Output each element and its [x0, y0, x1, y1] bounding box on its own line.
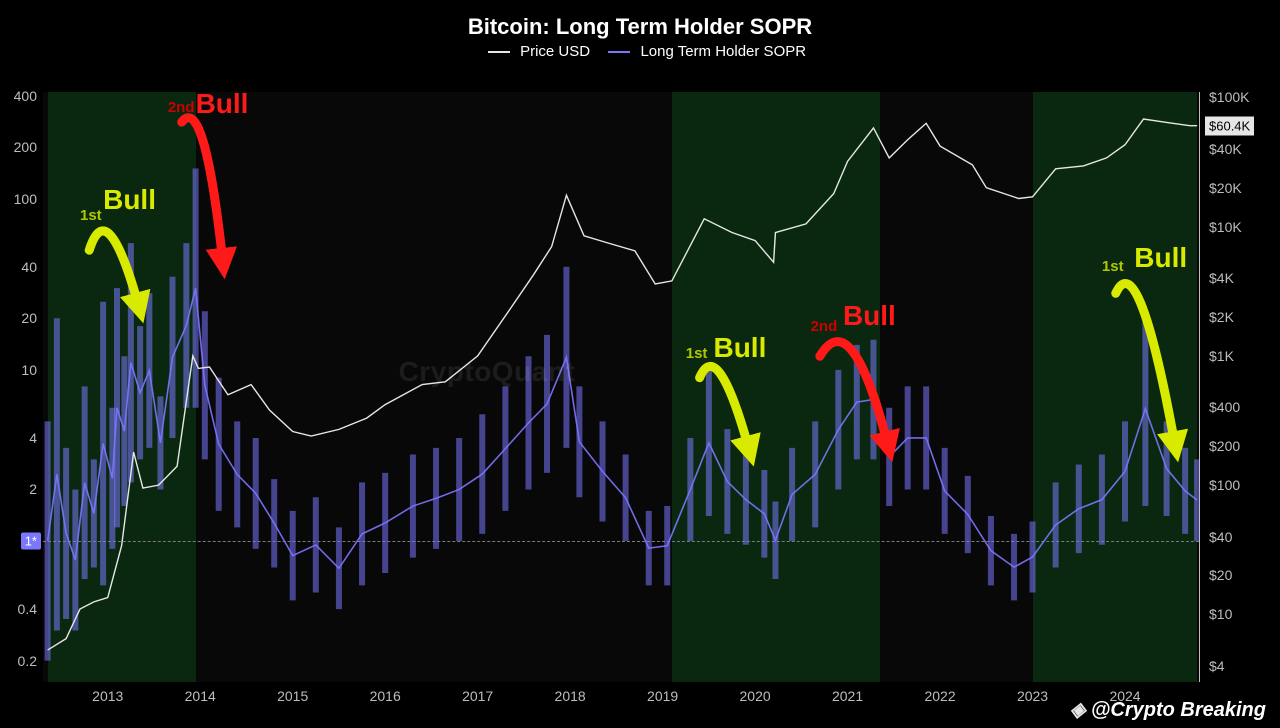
x-tick: 2021: [832, 688, 863, 704]
y-left-tick: 10: [21, 362, 37, 378]
annotation-sup: 1st: [80, 207, 102, 224]
y-right-tick: $20K: [1209, 180, 1242, 196]
annotation-sup: 1st: [686, 345, 708, 362]
chart-container: Bitcoin: Long Term Holder SOPR Price USD…: [0, 0, 1280, 728]
current-price-badge: $60.4K: [1205, 116, 1254, 135]
annotation-sup: 2nd: [168, 99, 195, 116]
legend-label-price: Price USD: [520, 43, 590, 60]
legend-swatch-price: [488, 51, 510, 53]
chart-title: Bitcoin: Long Term Holder SOPR: [0, 14, 1280, 40]
y-left-tick: 0.2: [18, 653, 37, 669]
x-tick: 2022: [924, 688, 955, 704]
annotation-sup: 1st: [1102, 258, 1124, 275]
y-right-axis-line: [1199, 92, 1200, 682]
series-overlay: [43, 92, 1199, 682]
y-right-tick: $4: [1209, 658, 1225, 674]
legend-label-sopr: Long Term Holder SOPR: [640, 43, 806, 60]
x-tick: 2023: [1017, 688, 1048, 704]
y-right-tick: $400: [1209, 399, 1240, 415]
y-left-tick: 40: [21, 259, 37, 275]
y-right-tick: $4K: [1209, 270, 1234, 286]
y-left-tick: 4: [29, 430, 37, 446]
y-right-tick: $2K: [1209, 309, 1234, 325]
x-tick: 2018: [555, 688, 586, 704]
x-tick: 2020: [740, 688, 771, 704]
y-left-tick: 2: [29, 481, 37, 497]
shaded-region: [48, 92, 196, 682]
watermark-text: CryptoQuant: [399, 356, 576, 388]
y-right-tick: $40K: [1209, 141, 1242, 157]
y-right-tick: $1K: [1209, 348, 1234, 364]
y-left-ref-badge: 1*: [21, 532, 41, 549]
y-right-tick: $200: [1209, 438, 1240, 454]
y-left-tick: 100: [14, 191, 37, 207]
reference-line: [43, 541, 1199, 542]
annotation-text: Bull: [103, 184, 156, 216]
annotation-text: Bull: [1134, 242, 1187, 274]
shaded-region: [672, 92, 880, 682]
y-left-tick: 20: [21, 310, 37, 326]
attribution-text: ◈ @Crypto Breaking: [1070, 697, 1266, 722]
x-tick: 2015: [277, 688, 308, 704]
y-left-tick: 200: [14, 139, 37, 155]
x-tick: 2019: [647, 688, 678, 704]
legend-swatch-sopr: [608, 51, 630, 53]
annotation-text: Bull: [196, 88, 249, 120]
y-right-tick: $40: [1209, 529, 1232, 545]
x-tick: 2017: [462, 688, 493, 704]
annotation-sup: 2nd: [811, 318, 838, 335]
chart-legend: Price USD Long Term Holder SOPR: [0, 43, 1280, 60]
attribution-icon: ◈: [1070, 699, 1091, 721]
y-right-tick: $10K: [1209, 219, 1242, 235]
y-right-tick: $100K: [1209, 89, 1249, 105]
annotation-text: Bull: [843, 300, 896, 332]
x-tick: 2024: [1109, 688, 1140, 704]
y-right-tick: $20: [1209, 567, 1232, 583]
x-tick: 2016: [370, 688, 401, 704]
x-tick: 2014: [185, 688, 216, 704]
plot-area[interactable]: [43, 92, 1199, 682]
y-left-tick: 0.4: [18, 601, 37, 617]
y-right-tick: $10: [1209, 606, 1232, 622]
shaded-region: [1033, 92, 1198, 682]
y-right-tick: $100: [1209, 477, 1240, 493]
y-left-tick: 400: [14, 88, 37, 104]
annotation-text: Bull: [713, 332, 766, 364]
x-tick: 2013: [92, 688, 123, 704]
